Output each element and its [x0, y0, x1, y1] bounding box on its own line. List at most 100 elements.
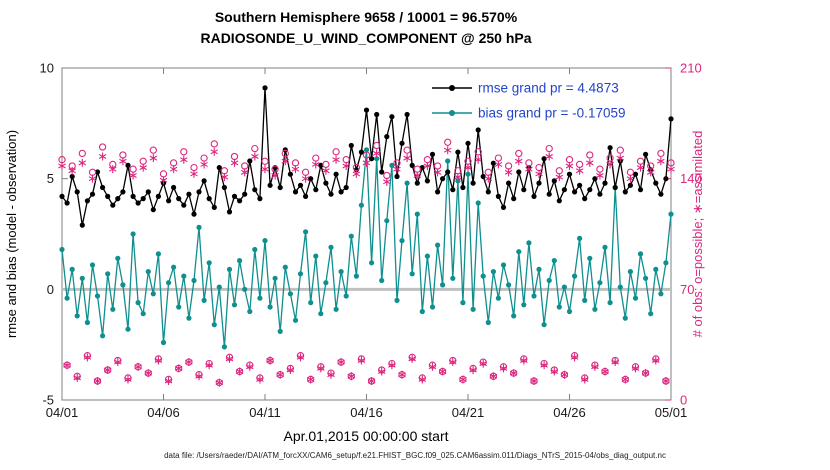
rmse-marker [191, 211, 197, 217]
assimilated-obs-marker [565, 162, 574, 171]
bias-marker [292, 317, 299, 323]
assimilated-obs-marker [626, 174, 635, 183]
assimilated-obs-marker [98, 152, 107, 161]
assimilated-obs-marker [301, 174, 310, 183]
possible-obs-marker [586, 151, 594, 159]
rmse-marker [475, 127, 481, 133]
bias-marker [125, 326, 131, 332]
rmse-marker [572, 189, 578, 195]
bias-marker [176, 304, 182, 310]
bias-marker [110, 306, 116, 312]
rmse-marker [607, 145, 613, 151]
bias-marker [267, 304, 273, 310]
bias-marker [622, 315, 628, 321]
assimilated-obs-marker [540, 361, 548, 370]
x-tick-label: 04/16 [350, 405, 383, 420]
assimilated-obs-marker [119, 157, 127, 166]
assimilated-obs-marker [225, 354, 234, 363]
assimilated-obs-marker [296, 353, 305, 362]
x-tick-label: 04/21 [452, 405, 485, 420]
series-rmse [59, 85, 674, 228]
bias-marker [155, 251, 161, 257]
rmse-marker [155, 193, 161, 199]
rmse-marker [506, 180, 512, 186]
chart-title-line1: Southern Hemisphere 9658 / 10001 = 96.57… [215, 9, 518, 25]
assimilated-obs-marker [646, 168, 655, 177]
rmse-marker [176, 196, 182, 202]
assimilated-obs-marker [362, 158, 371, 167]
possible-obs-marker [301, 168, 310, 176]
rmse-marker [135, 200, 141, 206]
rmse-marker [546, 191, 552, 197]
assimilated-obs-marker [464, 163, 472, 172]
bias-marker [100, 333, 106, 339]
bias-marker [313, 253, 319, 259]
assimilated-obs-marker [367, 377, 376, 386]
rmse-marker [490, 160, 496, 166]
assimilated-obs-marker [621, 375, 630, 384]
bias-marker [531, 293, 537, 299]
rmse-marker [115, 196, 121, 202]
bias-marker [247, 308, 253, 315]
rmse-marker [653, 180, 659, 186]
assimilated-obs-marker [555, 173, 564, 182]
assimilated-obs-marker [73, 373, 81, 382]
assimilated-obs-marker [479, 359, 487, 368]
possible-obs-marker [190, 163, 198, 172]
rmse-marker [150, 207, 156, 213]
assimilated-obs-marker [352, 169, 361, 178]
rmse-marker [450, 187, 456, 193]
rmse-marker [470, 180, 476, 186]
bias-marker [572, 273, 578, 279]
assimilated-obs-marker [575, 166, 584, 175]
rmse-marker [79, 222, 85, 228]
rmse-marker [221, 184, 227, 191]
possible-obs-marker [535, 163, 543, 172]
legend-bias-marker [449, 110, 455, 116]
rmse-marker [445, 169, 451, 175]
bias-marker [145, 269, 151, 275]
bias-marker [500, 262, 507, 268]
bias-marker [384, 218, 390, 224]
assimilated-obs-marker [215, 378, 224, 387]
rmse-marker [196, 189, 202, 195]
assimilated-obs-marker [580, 375, 589, 384]
bias-marker [485, 319, 491, 326]
bias-marker [105, 271, 111, 277]
possible-obs-marker [291, 159, 300, 167]
assimilated-obs-marker [641, 369, 650, 378]
bias-marker [506, 282, 512, 288]
assimilated-obs-marker [337, 358, 345, 367]
rmse-marker [663, 176, 669, 182]
rmse-marker [394, 173, 400, 180]
possible-obs-marker [515, 149, 523, 158]
bias-marker [140, 311, 146, 317]
bias-marker [526, 240, 532, 246]
rmse-marker [561, 187, 568, 193]
possible-obs-marker [230, 152, 239, 161]
bias-marker [450, 275, 456, 281]
bias-marker [556, 304, 562, 310]
bias-marker [516, 249, 522, 255]
possible-obs-marker [342, 156, 350, 164]
bias-marker [211, 322, 217, 328]
possible-obs-marker [606, 154, 614, 162]
assimilated-obs-marker [489, 372, 498, 381]
possible-obs-marker [241, 162, 249, 170]
bias-marker [79, 275, 85, 281]
bias-marker [216, 284, 222, 290]
assimilated-obs-marker [276, 370, 284, 379]
rmse-marker [267, 182, 273, 188]
assimilated-obs-marker [499, 364, 508, 373]
bias-marker [323, 280, 329, 286]
possible-obs-marker [129, 165, 137, 173]
bias-marker [226, 266, 233, 272]
assimilated-obs-marker [433, 168, 442, 177]
possible-obs-marker [626, 168, 635, 176]
rmse-marker [338, 189, 344, 195]
bias-marker [252, 246, 258, 253]
assimilated-obs-marker [535, 169, 543, 178]
assimilated-obs-marker [185, 358, 193, 367]
rmse-marker [435, 189, 441, 195]
